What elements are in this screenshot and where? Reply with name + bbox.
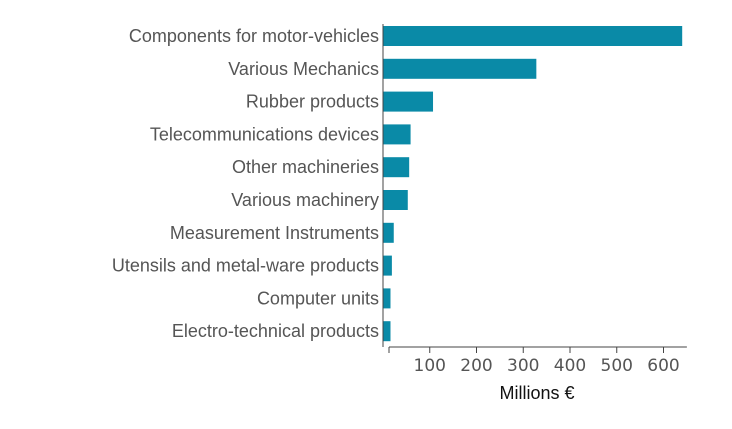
bar [383,255,392,276]
x-axis-title: Millions € [499,383,574,403]
x-tick-label: 100 [414,356,446,376]
bar [383,321,391,342]
bar [383,190,408,210]
bar [383,222,394,243]
bar [383,91,434,112]
category-label: Other machineries [232,157,379,177]
bar [383,58,537,79]
x-tick-label: 300 [507,356,539,376]
x-tick-label: 500 [601,356,633,376]
category-labels: Components for motor-vehicles Various Mec… [112,26,379,341]
category-label: Various machinery [231,190,379,210]
x-tick-label: 600 [647,356,679,376]
category-label: Measurement Instruments [170,223,379,243]
bar [383,288,391,309]
bars-group [383,26,683,342]
x-tick-label: 400 [554,356,586,376]
category-label: Rubber products [246,92,379,112]
category-label: Components for motor-vehicles [129,26,379,46]
category-label: Electro-technical products [172,321,379,341]
bar [383,124,411,145]
category-label: Various Mechanics [228,59,379,79]
category-label: Utensils and metal-ware products [112,256,379,276]
x-axis-ticks: 100 200 300 400 500 600 [388,347,680,376]
category-label: Computer units [257,288,379,308]
bar [383,26,683,46]
bar [383,157,410,178]
category-label: Telecommunications devices [150,124,379,144]
x-tick-label: 200 [460,356,492,376]
